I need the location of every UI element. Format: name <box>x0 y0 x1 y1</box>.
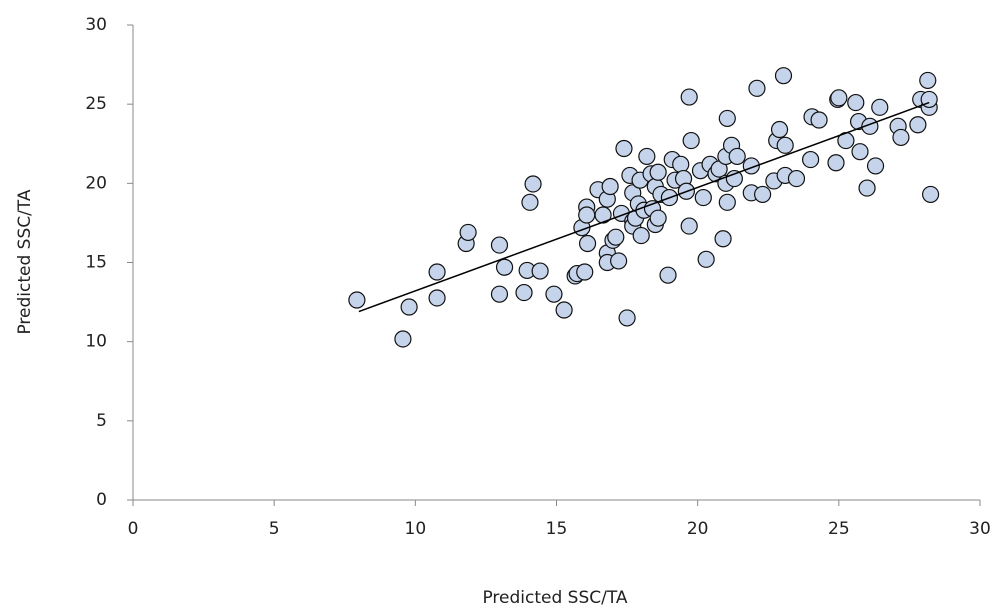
point <box>521 193 539 211</box>
point <box>495 258 514 276</box>
point <box>909 116 927 134</box>
point <box>607 228 625 246</box>
point <box>649 209 667 227</box>
y-tick-label: 5 <box>96 411 107 431</box>
point <box>515 283 533 302</box>
point <box>555 301 573 319</box>
point <box>531 262 549 280</box>
x-tick-label: 10 <box>405 519 427 539</box>
point <box>428 263 446 281</box>
y-tick-label: 30 <box>85 15 107 35</box>
y-tick-label: 0 <box>96 490 107 510</box>
point <box>394 330 412 348</box>
point <box>490 285 509 303</box>
point <box>718 193 736 211</box>
point <box>858 179 876 197</box>
point <box>672 155 690 173</box>
point <box>638 147 656 166</box>
point <box>610 252 628 270</box>
x-tick-label: 15 <box>546 519 568 539</box>
point <box>697 250 715 268</box>
point <box>490 236 509 254</box>
point <box>524 175 542 193</box>
point <box>827 154 845 172</box>
point <box>459 223 477 242</box>
point <box>847 93 865 112</box>
point <box>545 285 563 303</box>
point <box>576 263 594 281</box>
point <box>348 291 366 309</box>
point <box>871 98 889 116</box>
point <box>400 298 418 316</box>
y-tick-label: 15 <box>85 253 107 273</box>
point <box>830 89 848 107</box>
point <box>680 88 698 106</box>
point <box>632 226 650 245</box>
point <box>921 185 940 204</box>
y-tick-label: 10 <box>85 332 107 352</box>
point <box>649 163 667 181</box>
y-tick-label: 20 <box>85 173 107 193</box>
point <box>810 111 828 129</box>
point <box>682 131 700 150</box>
point <box>680 217 698 235</box>
point <box>694 188 712 207</box>
point <box>774 67 793 85</box>
point <box>770 120 789 139</box>
point <box>725 169 743 188</box>
point <box>919 71 937 90</box>
point <box>801 150 820 169</box>
point <box>748 79 766 97</box>
point <box>714 230 732 248</box>
point <box>787 169 806 188</box>
x-tick-label: 20 <box>687 519 709 539</box>
point <box>892 128 910 147</box>
y-axis-title: Predicted SSC/TA <box>15 189 35 334</box>
point <box>728 147 746 166</box>
x-tick-label: 25 <box>828 519 850 539</box>
point <box>428 289 446 307</box>
x-tick-label: 5 <box>269 519 280 539</box>
point <box>578 206 596 224</box>
point <box>601 177 619 196</box>
point <box>754 185 772 204</box>
point <box>851 143 869 161</box>
x-tick-label: 30 <box>969 519 991 539</box>
point <box>718 109 736 128</box>
point <box>615 139 633 158</box>
y-tick-label: 25 <box>85 94 107 114</box>
point <box>594 206 612 224</box>
x-tick-label: 0 <box>128 519 139 539</box>
point <box>618 309 636 327</box>
point <box>578 234 597 253</box>
point <box>866 157 885 175</box>
point <box>659 266 677 284</box>
trend-line <box>358 101 930 313</box>
x-axis-title: Predicted SSC/TA <box>482 588 627 608</box>
point <box>776 136 794 154</box>
